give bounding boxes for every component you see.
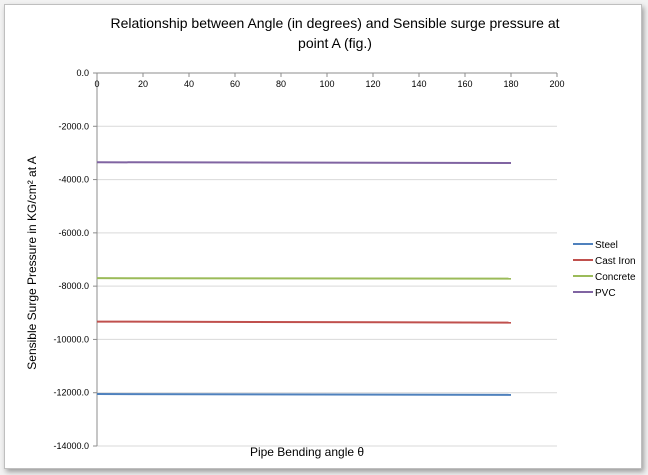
- y-axis-label: Sensible Surge Pressure in KG/cm² at A: [25, 156, 39, 369]
- series-line-concrete: [96, 277, 512, 280]
- y-tick-label: -10000.0: [53, 334, 89, 344]
- legend-label-concrete: Concrete: [595, 272, 636, 283]
- x-tick-label: 200: [549, 79, 564, 89]
- series-line-cast-iron: [96, 320, 512, 324]
- x-tick-labels: 0 20 40 60 80 100 120 140 160 180 200: [94, 79, 564, 89]
- y-tick-label: -6000.0: [58, 228, 89, 238]
- x-tick-label: 140: [411, 79, 426, 89]
- series-line-pvc: [96, 161, 512, 165]
- legend-label-steel: Steel: [595, 240, 618, 251]
- chart-svg: Relationship between Angle (in degrees) …: [25, 15, 636, 459]
- grid-lines: [97, 125, 557, 447]
- x-tick-label: 120: [365, 79, 380, 89]
- x-axis-label: Pipe Bending angle θ: [250, 445, 364, 459]
- x-tick-label: 20: [138, 79, 148, 89]
- x-tick-label: 180: [503, 79, 518, 89]
- axes: [93, 72, 558, 447]
- series-lines: [96, 161, 512, 396]
- chart-title-line-2: point A (fig.): [298, 35, 372, 51]
- y-tick-label: 0.0: [76, 68, 89, 78]
- chart-title-line-1: Relationship between Angle (in degrees) …: [110, 15, 559, 31]
- x-tick-label: 40: [184, 79, 194, 89]
- y-tick-label: -8000.0: [58, 281, 89, 291]
- x-tick-label: 60: [230, 79, 240, 89]
- y-tick-label: -4000.0: [58, 175, 89, 185]
- legend-label-cast-iron: Cast Iron: [595, 256, 636, 267]
- x-tick-label: 80: [276, 79, 286, 89]
- y-tick-label: -2000.0: [58, 121, 89, 131]
- legend-label-pvc: PVC: [595, 288, 616, 299]
- y-tick-label: -12000.0: [53, 388, 89, 398]
- chart-frame: Relationship between Angle (in degrees) …: [4, 4, 642, 469]
- x-tick-label: 100: [319, 79, 334, 89]
- x-tick-label: 0: [94, 79, 99, 89]
- legend: Steel Cast Iron Concrete PVC: [573, 240, 636, 299]
- y-tick-labels: 0.0 -2000.0 -4000.0 -6000.0 -8000.0 -10000.0 -…: [53, 68, 89, 451]
- y-tick-label: -14000.0: [53, 441, 89, 451]
- series-line-steel: [96, 393, 512, 396]
- x-tick-label: 160: [457, 79, 472, 89]
